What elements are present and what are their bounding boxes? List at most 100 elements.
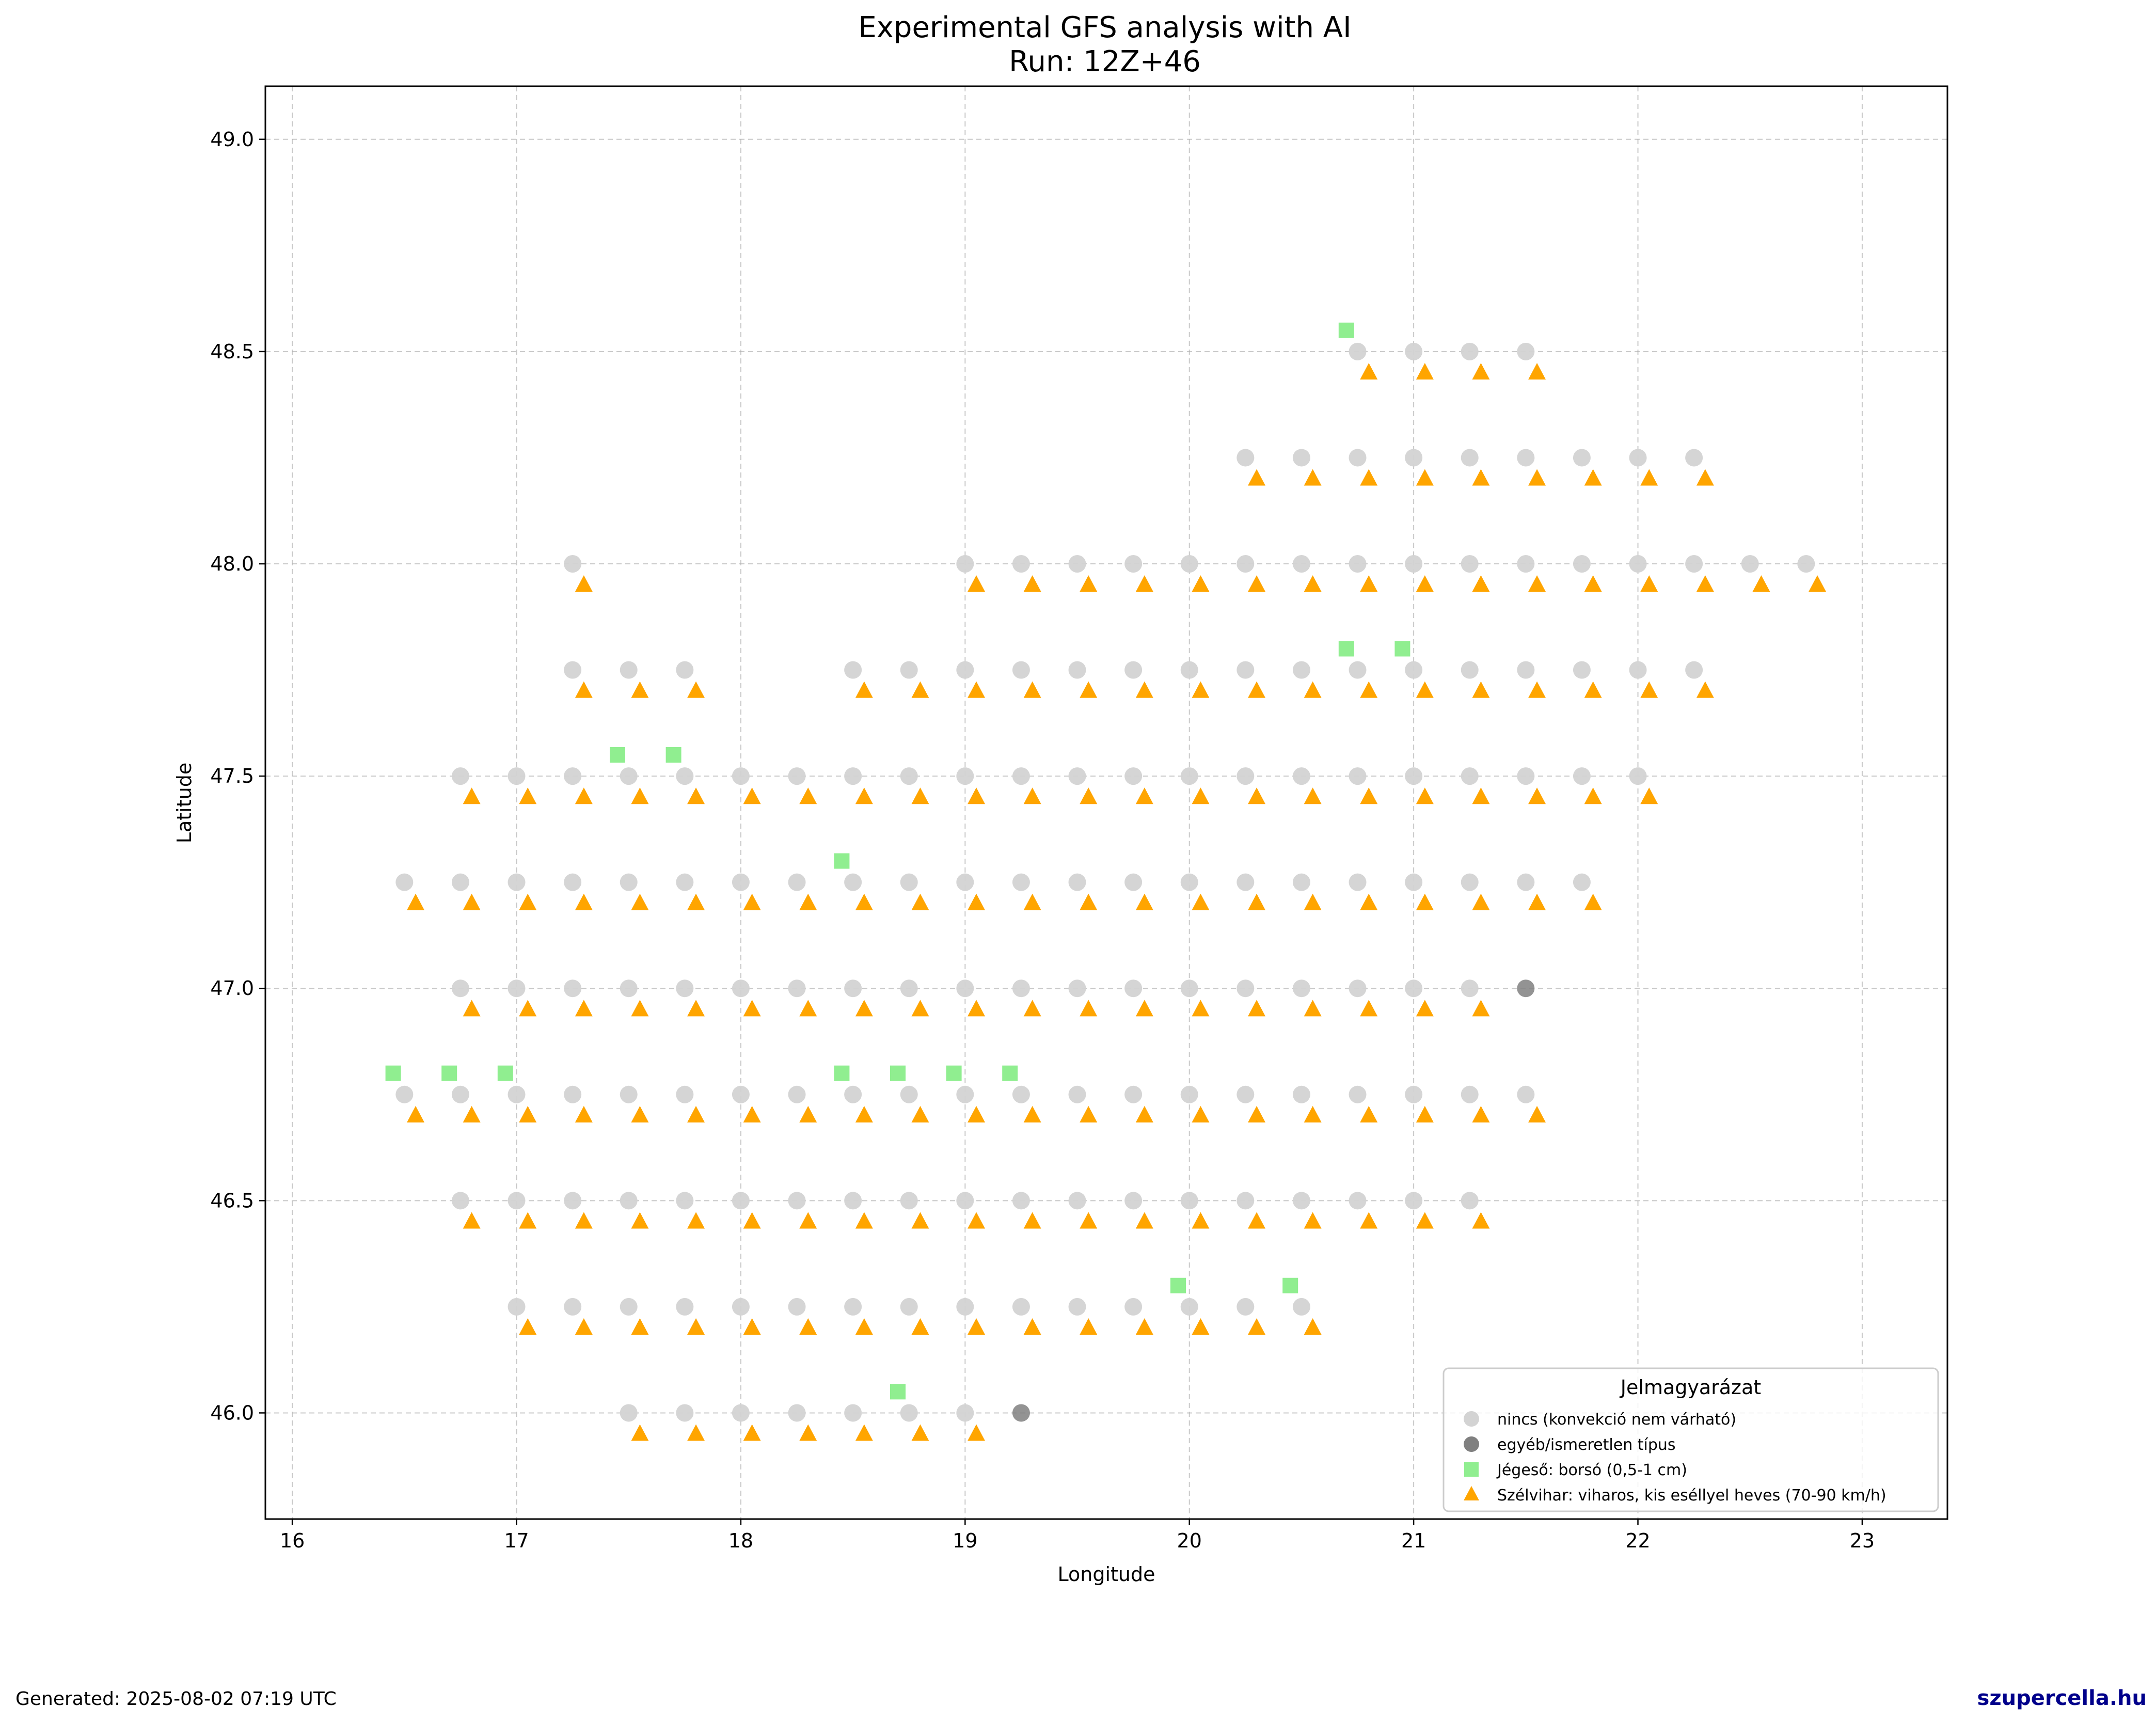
wind-storm-point [1304,681,1322,698]
no-convection-point [508,1298,526,1316]
no-convection-point [1180,767,1198,785]
no-convection-point [1629,555,1647,573]
no-convection-point [1349,979,1367,998]
wind-storm-point [911,1105,929,1123]
no-convection-point [1461,1192,1479,1210]
wind-storm-point [1584,469,1602,486]
wind-storm-point [1192,1000,1210,1017]
wind-storm-point [1023,681,1041,698]
wind-storm-point [631,1212,649,1229]
no-convection-point [1124,767,1143,785]
no-convection-point [395,873,414,891]
no-convection-point [844,1192,862,1210]
no-convection-point [1236,767,1255,785]
hail-point [610,747,626,763]
wind-storm-point [1416,1000,1434,1017]
wind-storm-point [575,1212,593,1229]
no-convection-point [676,1192,694,1210]
no-convection-point [1517,449,1535,467]
wind-storm-point [1135,681,1153,698]
wind-storm-point [1472,1105,1490,1123]
no-convection-point [1292,661,1310,679]
wind-storm-point [631,1424,649,1441]
no-convection-point [1012,661,1030,679]
no-convection-point [1292,873,1310,891]
legend-entry-label: Szélvihar: viharos, kis eséllyel heves (… [1497,1487,1886,1505]
no-convection-point [844,767,862,785]
no-convection-point [564,661,582,679]
legend-entry-label: Jégeső: borsó (0,5-1 cm) [1496,1461,1687,1479]
wind-storm-point [968,1424,986,1441]
no-convection-point [1292,767,1310,785]
wind-storm-point [1528,893,1546,910]
wind-storm-point [631,1000,649,1017]
wind-storm-point [1528,575,1546,592]
wind-storm-point [911,1318,929,1335]
no-convection-point [1461,873,1479,891]
wind-storm-point [1584,787,1602,804]
no-convection-point [1180,661,1198,679]
hail-point [890,1065,906,1081]
wind-storm-point [855,1424,873,1441]
no-convection-point [1349,1085,1367,1103]
legend-box [1442,1367,1939,1512]
y-tick-label: 48.5 [210,340,254,363]
wind-storm-point [855,681,873,698]
wind-storm-point [1080,1000,1098,1017]
wind-storm-point [1360,363,1378,380]
brand-link[interactable]: szupercella.hu [1977,1686,2147,1710]
hail-point [1338,322,1354,338]
hail-point [385,1065,401,1081]
unknown-type-point [1012,1404,1030,1422]
no-convection-point [676,979,694,998]
wind-storm-point [575,1000,593,1017]
no-convection-point [1012,1085,1030,1103]
wind-storm-point [687,1318,705,1335]
wind-storm-point [743,787,761,804]
no-convection-point [1349,449,1367,467]
wind-storm-point [1023,575,1041,592]
no-convection-point [900,661,918,679]
no-convection-point [1405,449,1423,467]
wind-storm-point [1080,681,1098,698]
wind-storm-point [463,787,481,804]
no-convection-point [676,1404,694,1422]
wind-storm-point [1080,1105,1098,1123]
wind-storm-point [1472,681,1490,698]
wind-storm-point [1192,575,1210,592]
wind-storm-point [1472,893,1490,910]
no-convection-point [844,1085,862,1103]
wind-storm-point [968,1318,986,1335]
no-convection-point [1741,555,1759,573]
wind-storm-point [1304,1212,1322,1229]
wind-storm-point [519,1105,537,1123]
no-convection-point [788,1404,806,1422]
no-convection-point [900,873,918,891]
wind-storm-point [1192,893,1210,910]
wind-storm-point [1080,1318,1098,1335]
wind-storm-point [968,575,986,592]
no-convection-point [1180,555,1198,573]
no-convection-point [1012,979,1030,998]
no-convection-point [1349,1192,1367,1210]
no-convection-point [1292,979,1310,998]
no-convection-point [451,979,469,998]
no-convection-point [1629,767,1647,785]
no-convection-point [732,1298,750,1316]
wind-storm-point [1528,469,1546,486]
wind-storm-point [1304,787,1322,804]
wind-storm-point [1472,575,1490,592]
no-convection-point [1349,661,1367,679]
wind-storm-point [687,681,705,698]
no-convection-point [1236,555,1255,573]
no-convection-point [1180,1085,1198,1103]
wind-storm-point [575,681,593,698]
wind-storm-point [1416,1105,1434,1123]
wind-storm-point [463,1105,481,1123]
wind-storm-point [799,1105,817,1123]
no-convection-point [620,1085,638,1103]
wind-storm-point [743,1000,761,1017]
plot-marks [385,322,1827,1441]
legend-entry-label: egyéb/ismeretlen típus [1497,1436,1676,1454]
